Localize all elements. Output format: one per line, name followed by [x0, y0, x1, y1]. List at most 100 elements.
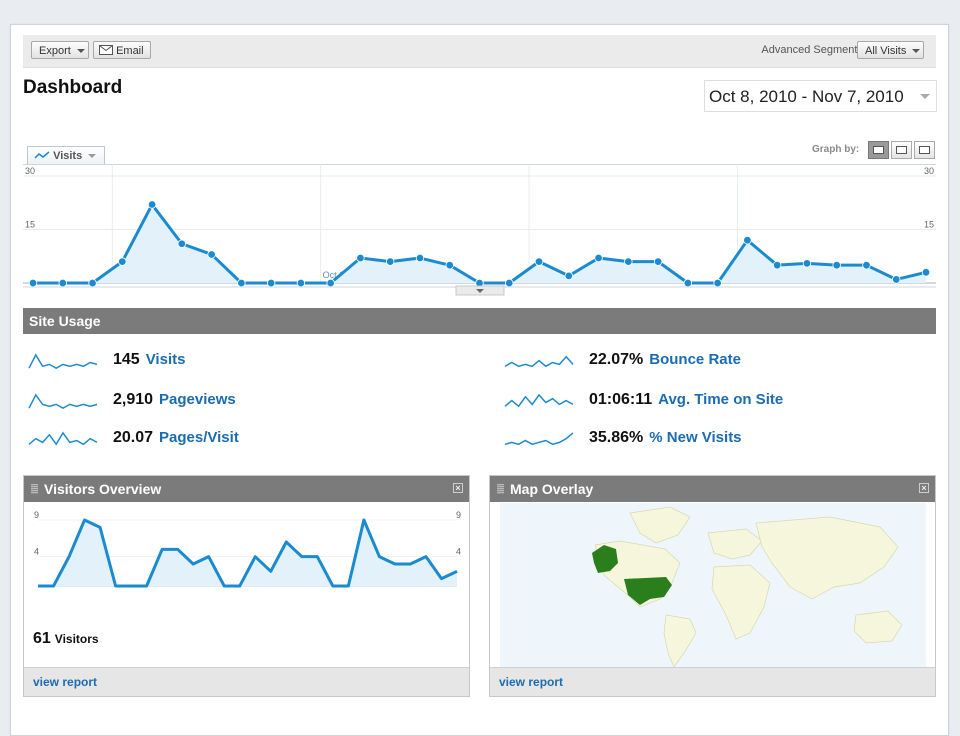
visitors-count-label: Visitors: [54, 632, 99, 646]
data-point[interactable]: [505, 278, 514, 288]
map-overlay-footer: view report: [490, 667, 935, 696]
data-point[interactable]: [534, 257, 544, 266]
chevron-down-icon: [912, 49, 921, 54]
data-point[interactable]: [266, 278, 276, 288]
data-point[interactable]: [326, 278, 335, 288]
date-range-value: Oct 8, 2010 - Nov 7, 2010: [709, 87, 904, 106]
data-point[interactable]: [28, 278, 38, 288]
region-united-states: [624, 577, 672, 605]
data-point[interactable]: [683, 278, 693, 288]
data-point[interactable]: [386, 257, 395, 266]
data-point[interactable]: [88, 278, 97, 288]
chevron-down-icon: [88, 154, 97, 159]
y-tick-label-left: 9: [34, 510, 39, 520]
data-point[interactable]: [118, 257, 127, 266]
data-point[interactable]: [743, 235, 752, 245]
y-tick-label-right: 9: [456, 510, 461, 520]
metric-link[interactable]: Pageviews: [159, 391, 236, 408]
data-point[interactable]: [296, 278, 306, 288]
continent-greenland: [629, 506, 691, 544]
email-button[interactable]: Email: [93, 41, 151, 59]
metric-link[interactable]: Visits: [145, 351, 186, 368]
view-report-link[interactable]: view report: [33, 675, 98, 689]
sparkline-path: [28, 393, 98, 410]
data-point[interactable]: [802, 259, 812, 268]
visitors-overview-panel: Visitors Overview × 4 4 9 9 61 Visitors view…: [23, 475, 470, 697]
dashboard-page: Export Email Advanced Segments: All Visi…: [10, 24, 949, 736]
y-tick-label-right: 15: [924, 220, 934, 230]
data-point[interactable]: [832, 260, 841, 270]
sparkline-path: [28, 431, 98, 446]
metric-number: 35.86%: [589, 429, 644, 446]
data-point[interactable]: [713, 278, 722, 288]
data-point[interactable]: [921, 268, 931, 277]
sparkline-path: [504, 432, 574, 446]
map-overlay-panel: Map Overlay × view report: [489, 475, 936, 697]
data-point[interactable]: [237, 278, 246, 288]
export-label: Export: [39, 45, 71, 57]
toolbar: Export Email Advanced Segments: All Visi…: [23, 35, 936, 68]
metric-selector-label: Visits: [53, 150, 83, 162]
metric-number: 145: [113, 351, 140, 368]
line-chart-icon: [34, 151, 50, 159]
continent-europe: [707, 528, 763, 560]
chevron-down-icon: [76, 49, 85, 54]
close-icon[interactable]: ×: [453, 483, 463, 493]
metric-link[interactable]: % New Visits: [649, 429, 742, 446]
segments-value: All Visits: [865, 45, 907, 57]
visitors-overview-footer: view report: [24, 667, 469, 696]
month-icon: [919, 146, 930, 154]
data-point[interactable]: [58, 278, 67, 288]
metric-selector[interactable]: Visits: [27, 146, 105, 164]
sparkline-path: [504, 393, 574, 408]
date-range-picker[interactable]: Oct 8, 2010 - Nov 7, 2010: [704, 80, 937, 112]
page-title: Dashboard: [23, 77, 123, 98]
map-overlay-header[interactable]: Map Overlay ×: [490, 476, 935, 502]
sparkline: [504, 432, 574, 446]
data-point[interactable]: [356, 253, 365, 263]
y-tick-label-right: 30: [924, 166, 934, 176]
series-line: [38, 518, 458, 588]
day-icon: [873, 146, 884, 154]
data-point[interactable]: [772, 260, 782, 270]
drag-handle-icon[interactable]: [497, 484, 504, 494]
week-icon: [896, 146, 907, 154]
continent-africa: [711, 564, 771, 640]
metric-link[interactable]: Avg. Time on Site: [658, 391, 784, 408]
data-point[interactable]: [177, 239, 187, 248]
data-point[interactable]: [207, 250, 216, 259]
view-report-link[interactable]: view report: [499, 675, 564, 689]
envelope-icon: [99, 45, 113, 55]
data-point[interactable]: [445, 260, 454, 270]
segments-select[interactable]: All Visits: [857, 41, 924, 59]
data-point[interactable]: [624, 257, 633, 266]
collapse-handle[interactable]: [455, 285, 505, 296]
graph-by-week-button[interactable]: [891, 141, 912, 159]
sparkline: [28, 393, 98, 410]
graph-by-month-button[interactable]: [914, 141, 935, 159]
email-label: Email: [116, 45, 144, 57]
data-point[interactable]: [653, 257, 663, 266]
continent-south-america: [663, 614, 697, 667]
drag-handle-icon[interactable]: [31, 484, 38, 494]
visitors-count: 61 Visitors: [33, 630, 99, 648]
graph-by-day-button[interactable]: [868, 141, 889, 159]
metric-link[interactable]: Bounce Rate: [649, 351, 741, 368]
data-point[interactable]: [892, 275, 901, 284]
data-point[interactable]: [415, 253, 425, 263]
usage-metric-value: 01:06:11 Avg. Time on Site: [589, 391, 783, 409]
site-usage-header: Site Usage: [23, 308, 936, 334]
visitors-overview-header[interactable]: Visitors Overview ×: [24, 476, 469, 502]
data-point[interactable]: [564, 271, 573, 281]
close-icon[interactable]: ×: [919, 483, 929, 493]
data-point[interactable]: [147, 200, 157, 209]
world-map[interactable]: [500, 503, 926, 667]
y-tick-label-right: 4: [456, 547, 461, 557]
continent-asia: [755, 516, 899, 600]
metric-link[interactable]: Pages/Visit: [159, 429, 239, 446]
data-point[interactable]: [594, 253, 603, 263]
data-point[interactable]: [862, 260, 871, 270]
chevron-down-icon: [920, 94, 930, 99]
export-button[interactable]: Export: [31, 41, 89, 59]
